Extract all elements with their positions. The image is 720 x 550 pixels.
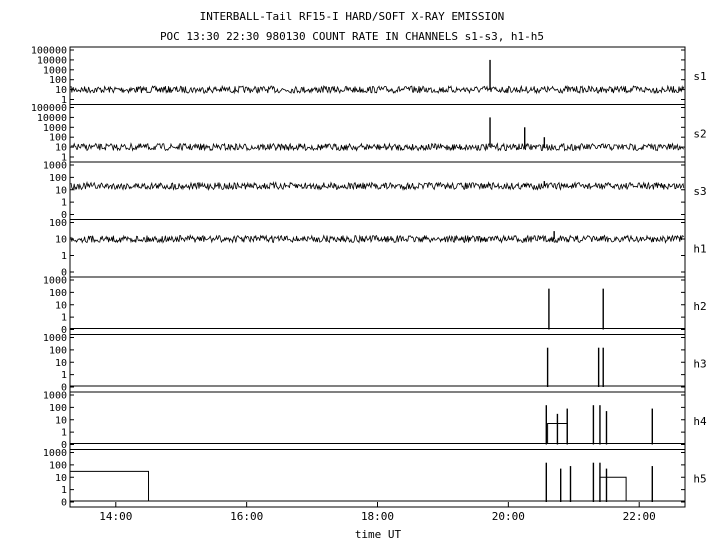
- y-tick-label: 1000: [43, 123, 67, 134]
- panel-name: s3: [693, 185, 706, 198]
- y-tick-label: 1: [61, 153, 67, 164]
- y-tick-label: 100: [49, 403, 67, 414]
- y-tick-label: 10000: [37, 55, 67, 66]
- y-tick-label: 1: [61, 251, 67, 262]
- y-tick-label: 100: [49, 133, 67, 144]
- y-tick-label: 100000: [31, 103, 67, 114]
- y-tick-label: 10: [55, 300, 67, 311]
- x-tick-label: 16:00: [230, 510, 263, 523]
- y-tick-label: 0: [61, 383, 67, 394]
- panel-name: h3: [693, 357, 706, 370]
- y-tick-label: 100: [49, 218, 67, 229]
- x-tick-label: 18:00: [361, 510, 394, 523]
- y-tick-label: 100: [49, 173, 67, 184]
- x-tick-label: 22:00: [623, 510, 656, 523]
- y-tick-label: 10: [55, 185, 67, 196]
- chart-title: INTERBALL-Tail RF15-I HARD/SOFT X-RAY EM…: [200, 10, 505, 23]
- y-tick-label: 10: [55, 358, 67, 369]
- y-tick-label: 1000: [43, 448, 67, 459]
- y-tick-label: 100: [49, 345, 67, 356]
- y-tick-label: 1000: [43, 161, 67, 172]
- y-tick-label: 1000: [43, 276, 67, 287]
- y-tick-label: 10: [55, 235, 67, 246]
- step-mark: [69, 470, 150, 501]
- panel-name: h5: [693, 472, 706, 485]
- y-tick-label: 0: [61, 498, 67, 509]
- panel-name: s2: [693, 127, 706, 140]
- step-mark: [547, 422, 568, 444]
- chart-subtitle: POC 13:30 22:30 980130 COUNT RATE IN CHA…: [160, 30, 544, 43]
- x-tick-label: 20:00: [492, 510, 525, 523]
- panel-frame: [69, 104, 686, 163]
- panel-name: h2: [693, 300, 706, 313]
- y-tick-label: 1: [61, 485, 67, 496]
- step-mark: [599, 476, 627, 501]
- panel-frame: [69, 276, 686, 335]
- y-tick-label: 100: [49, 75, 67, 86]
- y-tick-label: 1: [61, 428, 67, 439]
- y-tick-label: 1: [61, 198, 67, 209]
- y-tick-label: 10: [55, 473, 67, 484]
- y-tick-label: 1: [61, 370, 67, 381]
- panel-frame: [69, 161, 686, 220]
- panel-name: s1: [693, 70, 706, 83]
- y-tick-label: 0: [61, 268, 67, 279]
- y-tick-label: 0: [61, 210, 67, 221]
- panel-frame: [69, 46, 686, 105]
- y-tick-label: 10: [55, 415, 67, 426]
- y-tick-label: 1000: [43, 333, 67, 344]
- series-trace: [70, 180, 685, 192]
- y-tick-label: 100: [49, 288, 67, 299]
- series-trace: [70, 234, 685, 244]
- panel-name: h1: [693, 242, 706, 255]
- x-axis-label: time UT: [355, 528, 402, 541]
- y-tick-label: 100: [49, 460, 67, 471]
- panel-frame: [69, 219, 686, 278]
- panel-name: h4: [693, 415, 707, 428]
- y-tick-label: 1000: [43, 65, 67, 76]
- y-tick-label: 0: [61, 440, 67, 451]
- y-tick-label: 100000: [31, 46, 67, 57]
- y-tick-label: 10000: [37, 113, 67, 124]
- y-tick-label: 1000: [43, 391, 67, 402]
- y-tick-label: 1: [61, 313, 67, 324]
- y-tick-label: 1: [61, 95, 67, 106]
- panel-frame: [69, 334, 686, 393]
- series-trace: [70, 142, 685, 152]
- y-tick-label: 10: [55, 143, 67, 154]
- series-trace: [70, 84, 685, 95]
- y-tick-label: 0: [61, 325, 67, 336]
- y-tick-label: 10: [55, 85, 67, 96]
- x-tick-label: 14:00: [99, 510, 132, 523]
